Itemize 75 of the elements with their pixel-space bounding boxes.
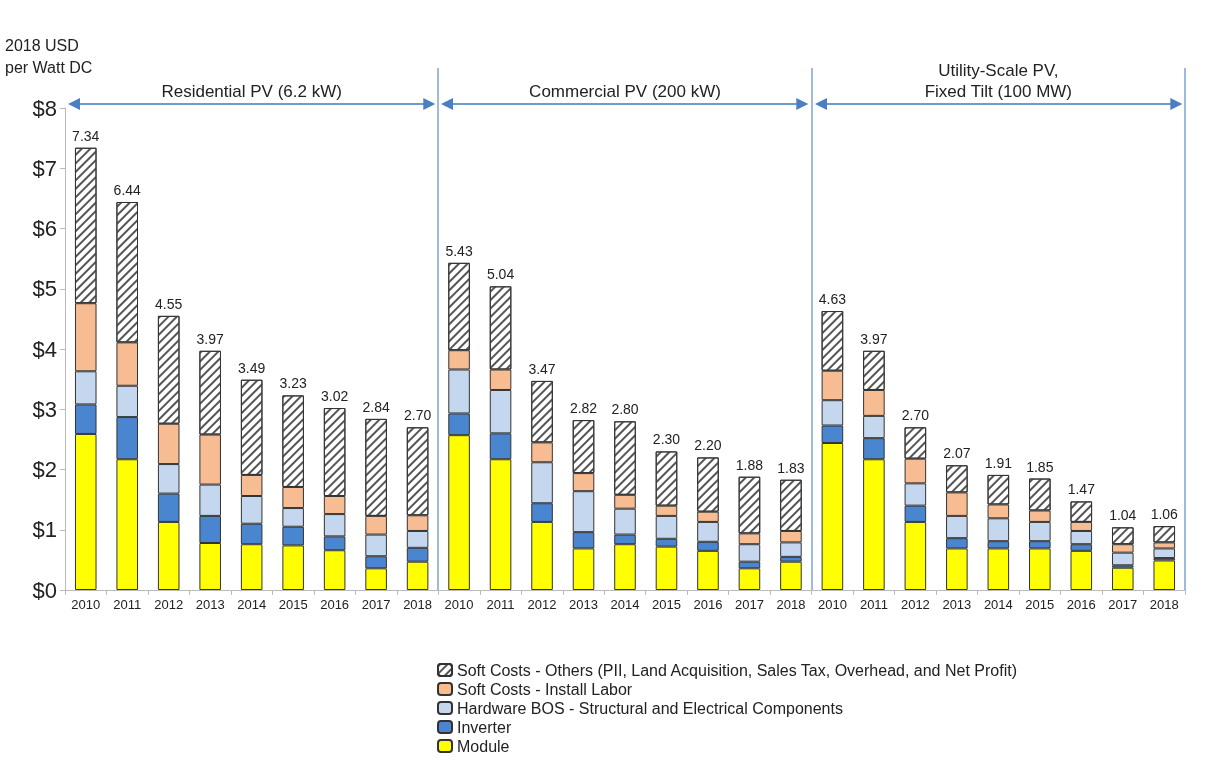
- total-label: 3.49: [238, 359, 266, 376]
- x-tick-label: 2018: [776, 597, 806, 612]
- legend-label: Inverter: [457, 718, 512, 736]
- total-label: 1.91: [984, 454, 1013, 471]
- total-label: 2.84: [362, 398, 390, 415]
- total-label: 1.83: [777, 459, 805, 476]
- x-tick-label: 2017: [361, 597, 391, 612]
- legend-label: Module: [457, 737, 510, 755]
- total-label: 4.55: [155, 295, 183, 312]
- total-label: 1.06: [1150, 506, 1179, 523]
- bar: [1111, 567, 1134, 590]
- total-label: 3.23: [279, 375, 307, 392]
- total-label: 1.47: [1067, 481, 1096, 498]
- y-tick-label: $3: [32, 396, 57, 422]
- y-tick-label: $1: [32, 517, 57, 543]
- x-tick-label: 2010: [444, 597, 474, 612]
- total-label: 4.63: [818, 291, 847, 308]
- y-tick-label: $0: [32, 577, 57, 603]
- x-tick-label: 2017: [734, 597, 764, 612]
- x-tick-label: 2013: [569, 597, 598, 612]
- total-label: 6.44: [113, 181, 142, 198]
- total-label: 5.43: [445, 242, 473, 259]
- total-label: 7.34: [72, 127, 100, 144]
- total-label: 2.70: [901, 407, 930, 424]
- y-axis-title: 2018 USD per Watt DC: [5, 36, 93, 76]
- x-tick-label: 2018: [1149, 597, 1179, 612]
- total-label: 2.07: [943, 445, 971, 462]
- legend-label: Hardware BOS - Structural and Electrical Components: [457, 699, 843, 717]
- x-tick-label: 2012: [154, 597, 184, 612]
- total-label: 1.85: [1026, 458, 1054, 475]
- x-tick-label: 2013: [942, 597, 972, 612]
- y-tick-label: $4: [32, 336, 57, 362]
- x-tick-label: 2015: [278, 597, 308, 612]
- total-label: 1.04: [1109, 507, 1137, 524]
- total-label: 2.20: [694, 437, 722, 454]
- x-tick-label: 2017: [1108, 597, 1138, 612]
- x-tick-label: 2010: [71, 597, 101, 612]
- x-tick-label: 2018: [403, 597, 433, 612]
- total-label: 2.30: [652, 431, 681, 448]
- total-label: 2.70: [403, 407, 432, 424]
- x-tick-label: 2011: [486, 597, 515, 612]
- x-tick-label: 2015: [652, 597, 681, 612]
- total-label: 3.97: [196, 330, 225, 347]
- y-tick-label: $6: [32, 216, 57, 241]
- bar: [1153, 560, 1176, 590]
- total-label: 5.04: [486, 266, 515, 283]
- x-tick-label: 2010: [817, 597, 847, 612]
- x-tick-label: 2016: [693, 597, 723, 612]
- text: Commercial PV (200 kW): [528, 81, 722, 102]
- y-tick-label: $8: [32, 95, 57, 121]
- total-label: 1.88: [735, 456, 764, 473]
- legend-label: Soft Costs - Others (PII, Land Acquisition, Sales Tax, Overhead, and Net Profit): [457, 661, 1017, 679]
- x-tick-label: 2016: [1066, 597, 1096, 612]
- total-label: 3.02: [321, 388, 349, 405]
- y-tick-label: $5: [32, 276, 57, 302]
- x-tick-label: 2014: [610, 597, 640, 612]
- total-label: 3.97: [860, 330, 888, 347]
- x-tick-label: 2015: [1025, 597, 1055, 612]
- legend-label: Soft Costs - Install Labor: [457, 680, 633, 698]
- x-tick-label: 2014: [237, 597, 267, 612]
- total-label: 3.47: [528, 360, 556, 377]
- total-label: 2.82: [569, 400, 598, 417]
- y-tick-label: $7: [32, 155, 57, 181]
- x-tick-label: 2016: [320, 597, 350, 612]
- x-tick-label: 2012: [900, 597, 930, 612]
- x-tick-label: 2012: [527, 597, 557, 612]
- x-tick-label: 2014: [983, 597, 1013, 612]
- y-tick-label: $2: [32, 457, 57, 482]
- x-tick-label: 2011: [113, 597, 142, 612]
- total-label: 2.80: [611, 401, 639, 418]
- text: Residential PV (6.2 kW): [161, 82, 342, 101]
- text: Utility-Scale PV, Fixed Tilt (100 MW): [923, 60, 1073, 102]
- x-tick-label: 2011: [859, 597, 888, 612]
- x-tick-label: 2013: [195, 597, 225, 612]
- bar: [780, 561, 802, 590]
